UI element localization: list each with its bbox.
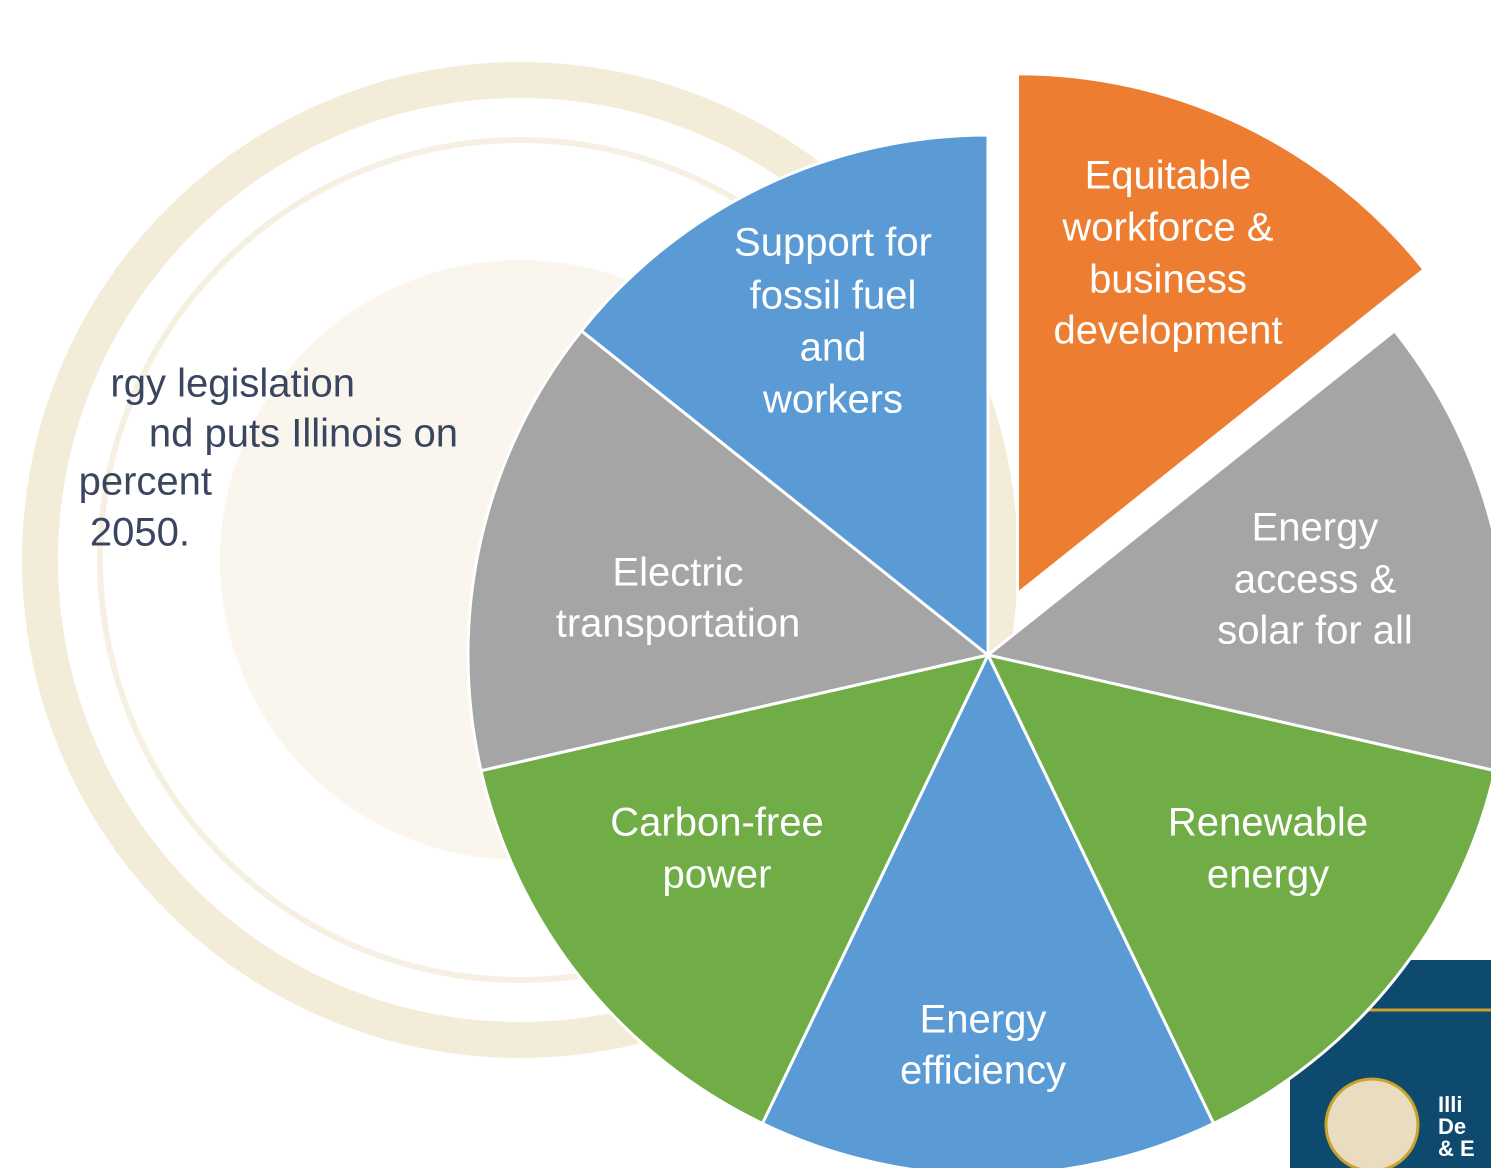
segment-label: efficiency — [900, 1049, 1066, 1093]
segment-label: business — [1089, 258, 1247, 302]
segment-label: power — [663, 853, 772, 897]
segment-label: transportation — [556, 602, 801, 646]
segment-label: access & — [1234, 558, 1397, 602]
segment-label: Equitable — [1085, 154, 1252, 198]
logo-seal — [1326, 1079, 1418, 1168]
segment-label: development — [1053, 309, 1282, 353]
side-text-line: 2050. — [90, 511, 190, 555]
side-text-line: nd puts Illinois on — [149, 412, 458, 456]
segment-label: Renewable — [1168, 801, 1368, 845]
segment-label: Energy — [920, 998, 1047, 1042]
segment-label: solar for all — [1217, 609, 1413, 653]
segment-label: fossil fuel — [750, 274, 917, 318]
pie: Equitable workforce & business development E… — [468, 74, 1491, 1168]
slide: rgy legislation nd puts Illinois onpercen… — [0, 0, 1491, 1168]
side-text-line: rgy legislation — [110, 362, 355, 406]
segment-label: Energy — [1252, 506, 1379, 550]
segment-label: Support for — [734, 221, 932, 265]
page: {"side_text": {"lines": ["rgy legislatio… — [0, 0, 1491, 1168]
side-text-line: percent — [79, 460, 212, 504]
segment-label: and — [800, 326, 867, 370]
segment-label: energy — [1207, 853, 1329, 897]
segment-label: Electric — [612, 551, 743, 595]
segment-label: Carbon-free — [610, 801, 823, 845]
logo-line: & E — [1438, 1136, 1475, 1161]
segment-label: workers — [762, 378, 903, 422]
segment-label: workforce & — [1061, 206, 1273, 250]
